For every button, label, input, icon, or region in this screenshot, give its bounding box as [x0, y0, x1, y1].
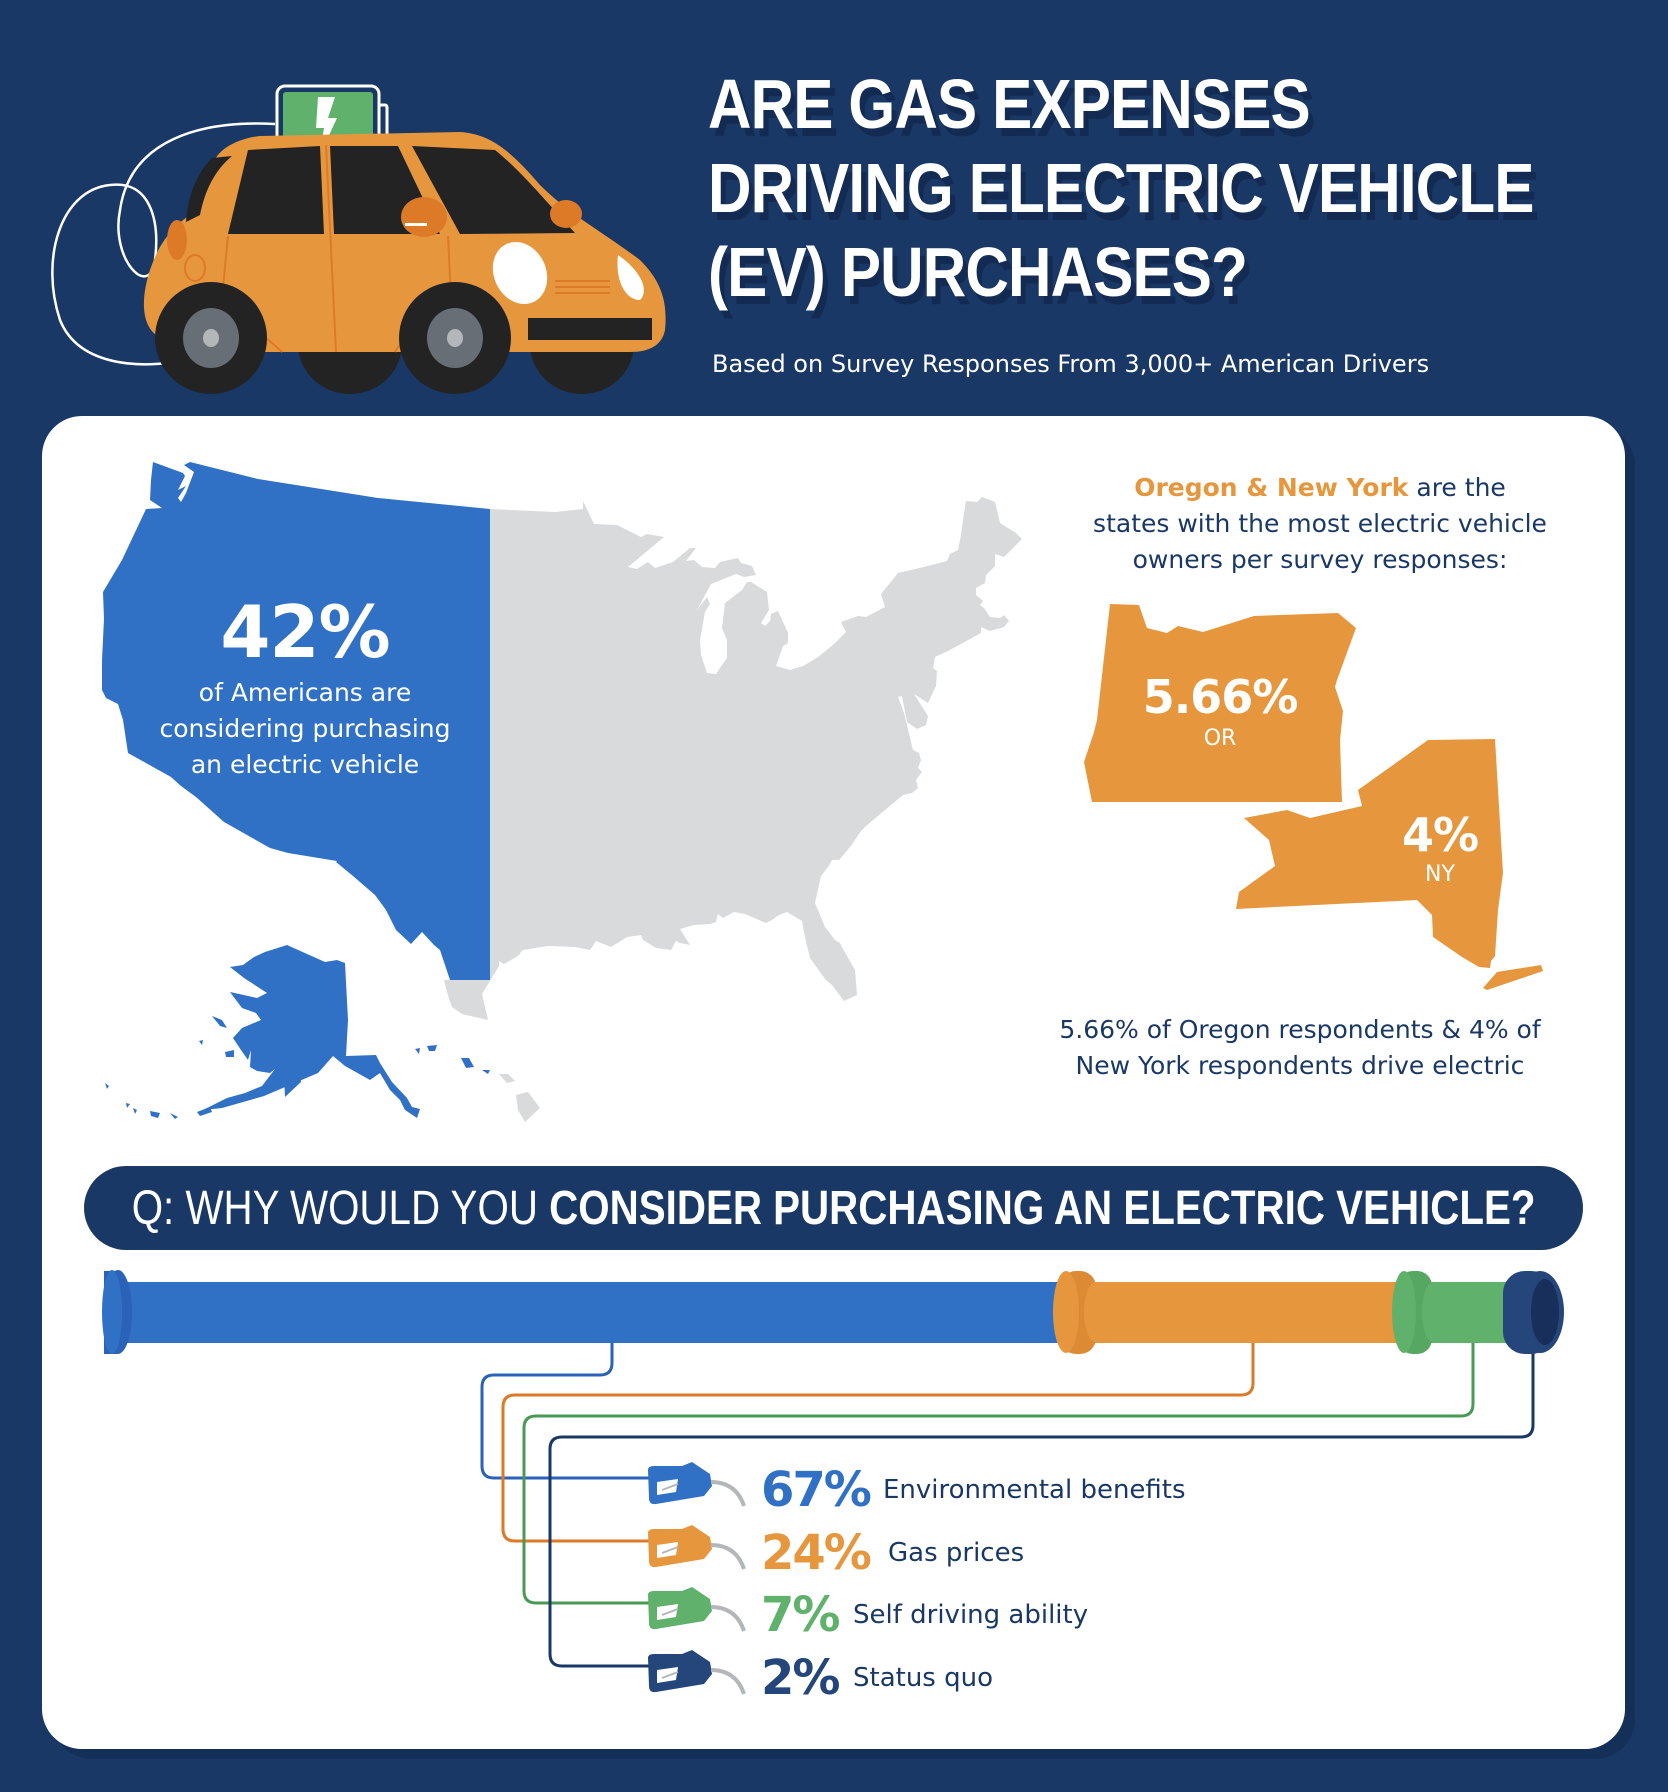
- oregon-abbr: OR: [1203, 726, 1237, 751]
- us-stat-line-2: considering purchasing: [159, 714, 451, 743]
- question-prefix: Q: WHY WOULD YOU: [131, 1181, 550, 1235]
- states-intro-line-2: states with the most electric vehicle: [1093, 509, 1547, 538]
- title-line-1: ARE GAS EXPENSES: [708, 65, 1311, 143]
- legend-item-gas: 24% Gas prices: [648, 1525, 1348, 1581]
- question-banner: Q: WHY WOULD YOU CONSIDER PURCHASING AN …: [84, 1166, 1583, 1250]
- states-intro-line-3: owners per survey responses:: [1132, 545, 1508, 574]
- legend-value: 7%: [761, 1587, 840, 1643]
- states-highlight: Oregon & New York: [1134, 473, 1409, 502]
- lightning-bolt-icon: [316, 97, 337, 157]
- legend-label: Self driving ability: [853, 1600, 1089, 1630]
- states-note-line-1: 5.66% of Oregon respondents & 4% of: [1059, 1015, 1541, 1044]
- legend-label: Gas prices: [888, 1538, 1025, 1568]
- states-intro: Oregon & New York are the states with th…: [1030, 470, 1610, 578]
- page-title: ARE GAS EXPENSES DRIVING ELECTRIC VEHICL…: [708, 62, 1648, 314]
- new-york-abbr: NY: [1425, 862, 1455, 887]
- legend-value: 67%: [761, 1462, 872, 1518]
- us-stat-line-3: an electric vehicle: [190, 750, 420, 779]
- oregon-value: 5.66%: [1142, 670, 1299, 724]
- legend-label: Environmental benefits: [883, 1475, 1186, 1505]
- legend-item-self-driving: 7% Self driving ability: [648, 1587, 1348, 1643]
- legend-item-environmental: 67% Environmental benefits: [648, 1462, 1348, 1518]
- legend-value: 24%: [761, 1525, 872, 1581]
- legend-value: 2%: [761, 1650, 840, 1706]
- states-note: 5.66% of Oregon respondents & 4% of New …: [1010, 1012, 1590, 1084]
- title-line-3: (EV) PURCHASES?: [708, 233, 1248, 311]
- title-line-2: DRIVING ELECTRIC VEHICLE: [708, 149, 1534, 227]
- legend-label: Status quo: [853, 1663, 994, 1693]
- page-subtitle: Based on Survey Responses From 3,000+ Am…: [712, 350, 1430, 378]
- us-stat-line-1: of Americans are: [198, 678, 412, 707]
- us-stat-description: of Americans are considering purchasing …: [130, 675, 480, 783]
- electric-car-icon: [51, 84, 666, 394]
- legend-item-status-quo: 2% Status quo: [648, 1650, 1348, 1706]
- states-intro-rest: are the: [1408, 473, 1506, 502]
- states-note-line-2: New York respondents drive electric: [1075, 1051, 1525, 1080]
- new-york-value: 4%: [1401, 808, 1479, 862]
- question-emphasis: CONSIDER PURCHASING AN ELECTRIC VEHICLE?: [549, 1181, 1536, 1235]
- header-illustration: [0, 0, 700, 410]
- us-stat-value: 42%: [220, 590, 390, 674]
